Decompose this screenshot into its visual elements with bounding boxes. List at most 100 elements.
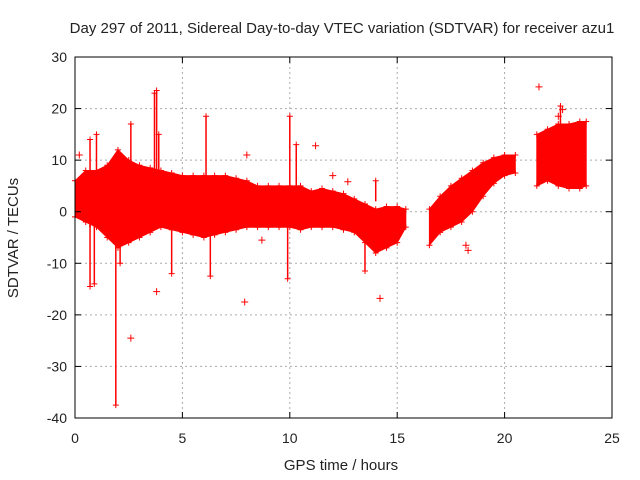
data-point (153, 288, 161, 296)
chart-title: Day 297 of 2011, Sidereal Day-to-day VTE… (70, 20, 615, 37)
data-band-main-edge-marker (114, 146, 121, 153)
y-tick-label: 30 (51, 49, 67, 65)
data-band-main-edge-marker (190, 172, 197, 179)
data-band-main-edge-marker (243, 224, 250, 231)
data-band-main-edge-marker (168, 170, 175, 177)
data-band-main-edge-marker (222, 229, 229, 236)
data-band-recovery-edge-marker (458, 175, 465, 182)
data-point (312, 142, 320, 150)
data-band-late (536, 121, 587, 189)
data-band-main-edge-marker (211, 172, 218, 179)
data-band-main-edge-marker (136, 162, 143, 169)
data-band-main (74, 149, 407, 254)
data-band-recovery-edge-marker (490, 154, 497, 161)
data-band-recovery-edge-marker (501, 151, 508, 158)
x-tick-label: 5 (179, 430, 187, 446)
data-band-main-edge-marker (340, 226, 347, 233)
data-band-main-edge-marker (233, 175, 240, 182)
x-tick-label: 10 (282, 430, 298, 446)
data-band-main-edge-marker (104, 234, 111, 241)
data-spike-marker (168, 270, 175, 277)
data-band-recovery-edge-marker (469, 208, 476, 215)
y-tick-label: 0 (59, 204, 67, 220)
data-spike-marker (155, 131, 162, 138)
data-band-main-edge-marker (319, 185, 326, 192)
data-band-recovery-edge-marker (480, 159, 487, 166)
data-spike-marker (286, 113, 293, 120)
data-band-main-edge-marker (308, 224, 315, 231)
data-band-main-edge-marker (383, 244, 390, 251)
data-band-recovery-edge-marker (469, 167, 476, 174)
data-spike-marker (91, 280, 98, 287)
data-band-main-edge-marker (276, 182, 283, 189)
data-band-main-edge-marker (136, 234, 143, 241)
data-spike-marker (207, 273, 214, 280)
data-band-main-edge-marker (394, 239, 401, 246)
data-point (241, 298, 249, 306)
plot-frame (74, 56, 613, 419)
data-point (535, 83, 543, 91)
data-band-main-edge-marker (179, 172, 186, 179)
data-point (559, 106, 567, 114)
data-spike-marker (112, 402, 119, 409)
y-tick-label: 20 (51, 101, 67, 117)
data-band-main-edge-marker (254, 224, 261, 231)
data-band-late-edge-marker (576, 185, 583, 192)
data-band-main-edge-marker (222, 172, 229, 179)
data-point (554, 112, 562, 120)
x-tick-label: 20 (497, 430, 513, 446)
data-band-late-edge-marker (533, 182, 540, 189)
data-point (329, 172, 337, 180)
data-band-late-edge-marker (544, 126, 551, 133)
x-axis-title: GPS time / hours (284, 457, 398, 474)
data-spike-marker (93, 131, 100, 138)
data-spike-marker (127, 121, 134, 128)
data-band-main-edge-marker (329, 224, 336, 231)
data-band-recovery-edge-marker (426, 206, 433, 213)
data-band-main-edge-marker (383, 203, 390, 210)
data-spike-marker (293, 141, 300, 148)
data-band-recovery-edge-marker (426, 242, 433, 249)
data-point (258, 236, 266, 244)
y-tick-label: 10 (51, 152, 67, 168)
data-band-late-edge-marker (583, 118, 590, 125)
y-tick-label: -30 (47, 358, 67, 374)
data-band-main-edge-marker (147, 164, 154, 171)
data-band-main-edge-marker (340, 190, 347, 197)
data-band-main-edge-marker (82, 219, 89, 226)
x-tick-label: 0 (71, 430, 79, 446)
data-band-main-edge-marker (297, 226, 304, 233)
data-band-main-edge-marker (351, 195, 358, 202)
data-band-main-edge-marker (319, 224, 326, 231)
data-band-main-edge-marker (297, 182, 304, 189)
y-tick-label: -20 (47, 307, 67, 323)
data-band-main-edge-marker (82, 167, 89, 174)
data-band-recovery-edge-marker (490, 180, 497, 187)
data-spike-marker (153, 87, 160, 94)
data-spike-marker (117, 260, 124, 267)
data-band-main-edge-marker (265, 224, 272, 231)
data-point (376, 294, 384, 302)
data-band-main-edge-marker (394, 203, 401, 210)
data-point (75, 151, 83, 159)
data-band-main-edge-marker (308, 188, 315, 195)
data-spike-marker (87, 283, 94, 290)
data-point (344, 178, 352, 186)
data-band-late-edge-marker (576, 118, 583, 125)
data-band-recovery-edge-marker (512, 151, 519, 158)
data-band-main-edge-marker (233, 226, 240, 233)
data-band-main-edge-marker (179, 229, 186, 236)
data-spike-marker (284, 275, 291, 282)
data-band-main-edge-marker (402, 206, 409, 213)
data-band-main-edge-marker (190, 231, 197, 238)
axis-ticks: 0 5 10 15 20 25 -40 -30 -20 -10 0 10 20 30 (47, 49, 620, 446)
y-axis-title: SDTVAR / TECUs (5, 178, 22, 298)
data-band-late-edge-marker (533, 131, 540, 138)
data-band-late-edge-marker (583, 182, 590, 189)
x-tick-label: 15 (389, 430, 405, 446)
data-band-recovery-edge-marker (501, 172, 508, 179)
data-band-main-edge-marker (104, 162, 111, 169)
y-tick-label: -10 (47, 255, 67, 271)
plot-data-series (72, 83, 590, 409)
